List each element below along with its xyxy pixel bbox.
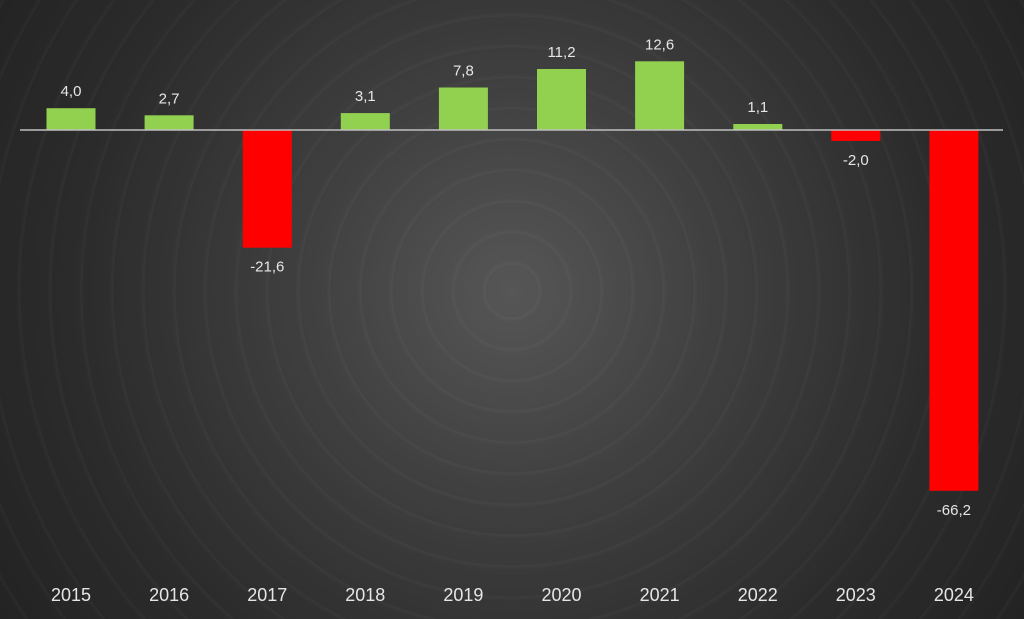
bar-2022 xyxy=(733,124,783,130)
bar-2015 xyxy=(46,108,96,130)
bar-2018 xyxy=(340,113,390,130)
data-label-2023: -2,0 xyxy=(843,152,869,169)
bar-2017 xyxy=(242,130,292,248)
x-axis-tick-labels: 2015 2016 2017 2018 2019 2020 2021 2022 2023 2024 xyxy=(51,585,974,605)
x-tick-2018: 2018 xyxy=(345,585,385,605)
bar-2020 xyxy=(537,69,586,130)
x-tick-2017: 2017 xyxy=(247,585,287,605)
data-label-2018: 3,1 xyxy=(355,88,376,105)
bar-2016 xyxy=(144,115,194,130)
data-label-2016: 2,7 xyxy=(159,90,180,107)
data-label-2019: 7,8 xyxy=(453,63,474,80)
x-tick-2023: 2023 xyxy=(836,585,876,605)
x-tick-2024: 2024 xyxy=(934,585,974,605)
x-tick-2019: 2019 xyxy=(443,585,483,605)
data-label-2015: 4,0 xyxy=(61,83,82,100)
x-tick-2020: 2020 xyxy=(541,585,581,605)
data-label-2024: -66,2 xyxy=(937,502,971,519)
data-label-2017: -21,6 xyxy=(250,259,284,276)
x-tick-2022: 2022 xyxy=(738,585,778,605)
data-label-2022: 1,1 xyxy=(747,99,768,116)
bars xyxy=(46,61,979,491)
x-tick-2015: 2015 xyxy=(51,585,91,605)
data-labels: 4,0 2,7 -21,6 3,1 7,8 11,2 12,6 1,1 -2,0 -66,2 xyxy=(61,36,971,519)
bar-2019 xyxy=(438,87,488,130)
x-tick-2021: 2021 xyxy=(640,585,680,605)
bar-2021 xyxy=(635,61,685,130)
bar-2024 xyxy=(929,130,979,491)
data-label-2021: 12,6 xyxy=(645,36,674,53)
x-tick-2016: 2016 xyxy=(149,585,189,605)
data-label-2020: 11,2 xyxy=(547,44,575,61)
bar-2023 xyxy=(831,130,881,141)
